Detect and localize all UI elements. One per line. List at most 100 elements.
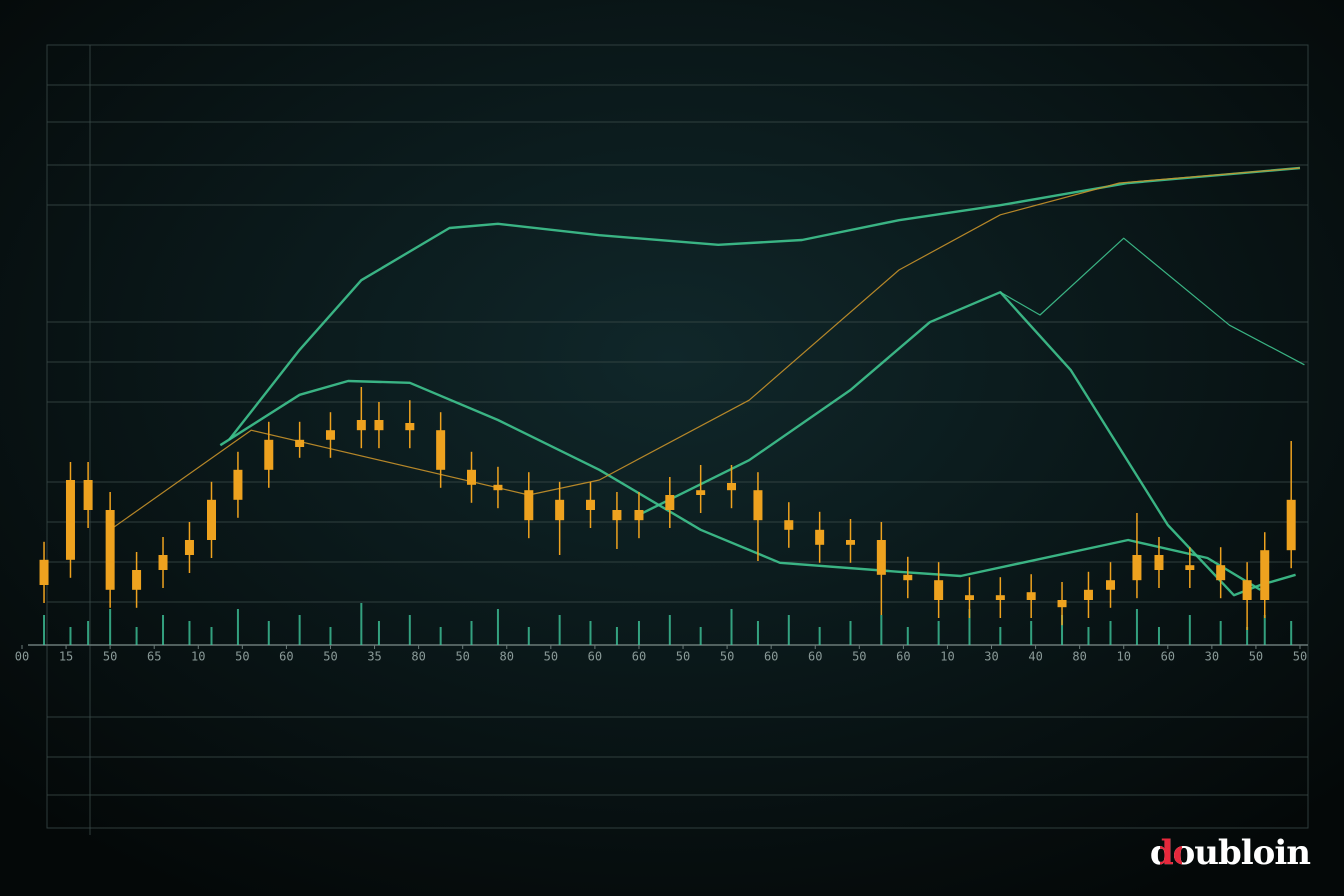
volume-bar (439, 627, 442, 645)
volume-bar (1263, 615, 1266, 645)
candle-body (1185, 565, 1195, 570)
x-tick-label: 60 (632, 650, 646, 664)
x-tick-label: 10 (191, 650, 205, 664)
candle-body (727, 483, 737, 491)
volume-bar (1157, 627, 1160, 645)
candle-body (612, 510, 622, 521)
candle-body (1260, 550, 1270, 600)
plot-area: 00 15 50 65 10 50 60 50 35 80 50 80 50 60 60 50 50 60 60 50… (15, 166, 1307, 664)
volume-bar (1109, 621, 1112, 645)
volume-bar (377, 621, 380, 645)
candle-body (436, 430, 446, 470)
volume-bar (1290, 621, 1293, 645)
volume-bar (1188, 615, 1191, 645)
volume-bar (818, 627, 821, 645)
x-tick-label: 50 (1293, 650, 1307, 664)
candle-body (815, 529, 825, 545)
x-tick-label: 65 (147, 650, 161, 664)
candle-body (876, 540, 886, 575)
volume-bar (298, 615, 301, 645)
watermark: doubloin (1150, 833, 1310, 873)
indicator-line (219, 379, 1261, 591)
candle-body (65, 480, 75, 560)
x-tick-label: 10 (940, 650, 954, 664)
candle-body (374, 420, 384, 431)
candle-body (1083, 589, 1093, 600)
indicator-line (1000, 237, 1305, 366)
x-tick-label: 50 (103, 650, 117, 664)
volume-bar (558, 615, 561, 645)
candle-body (1154, 555, 1164, 570)
candle-body (1057, 600, 1067, 608)
x-tick-label: 00 (15, 650, 29, 664)
candle-body (206, 499, 216, 540)
candle-body (964, 595, 974, 600)
volume-bar (1219, 621, 1222, 645)
volume-bar (496, 609, 499, 645)
frame (28, 44, 1309, 835)
volume-bar (109, 609, 112, 645)
volume-bar (329, 627, 332, 645)
indicator-line (109, 167, 1301, 531)
volume-bar (756, 621, 759, 645)
candle-body (585, 499, 595, 510)
x-tick-label: 80 (500, 650, 514, 664)
candle-body (184, 540, 194, 555)
x-tick-label: 50 (1249, 650, 1263, 664)
x-tick-label: 60 (1161, 650, 1175, 664)
volume-bar (69, 627, 72, 645)
volume-bar (589, 621, 592, 645)
x-tick-label: 10 (1116, 650, 1130, 664)
x-tick-label: 30 (1205, 650, 1219, 664)
x-tick-label: 50 (323, 650, 337, 664)
volume-bar (937, 621, 940, 645)
candle-body (845, 540, 855, 545)
candle-body (524, 490, 534, 521)
volume-bar (999, 627, 1002, 645)
x-tick-label: 60 (896, 650, 910, 664)
x-tick-label: 40 (1028, 650, 1042, 664)
x-tick-label: 50 (455, 650, 469, 664)
volume-bar (668, 615, 671, 645)
candle-body (995, 595, 1005, 600)
volume-bar (360, 603, 363, 645)
x-tick-label: 50 (720, 650, 734, 664)
volume-bar (615, 627, 618, 645)
x-tick-label: 50 (676, 650, 690, 664)
candle-body (264, 439, 274, 470)
candle-body (83, 480, 93, 510)
candle-body (555, 499, 565, 521)
volume-bar (849, 621, 852, 645)
candle-body (1132, 555, 1142, 581)
volume-bar (787, 615, 790, 645)
volume-bar (1087, 627, 1090, 645)
candle-body (934, 580, 944, 600)
volume-bar (1135, 609, 1138, 645)
x-tick-label: 50 (544, 650, 558, 664)
candle-body (696, 490, 706, 495)
candle-body (405, 423, 415, 431)
x-tick-label: 30 (984, 650, 998, 664)
candle-body (1286, 499, 1296, 551)
volume-bar (87, 621, 90, 645)
x-tick-label: 35 (367, 650, 381, 664)
candle-body (233, 469, 243, 500)
x-tick-label: 50 (235, 650, 249, 664)
candle-body (39, 559, 49, 585)
candle-body (1242, 580, 1252, 600)
x-tick-label: 80 (1072, 650, 1086, 664)
volume-bar (880, 615, 883, 645)
volume-bar (43, 615, 46, 645)
candle-body (158, 555, 168, 570)
volume-bar (906, 627, 909, 645)
candle-body (903, 574, 913, 581)
volume-bar (162, 615, 165, 645)
candle-body (1216, 565, 1226, 581)
volume-bar (470, 621, 473, 645)
candle-body (665, 495, 675, 510)
candle-body (753, 490, 763, 521)
volume-bar (1061, 615, 1064, 645)
candle-body (132, 570, 142, 590)
